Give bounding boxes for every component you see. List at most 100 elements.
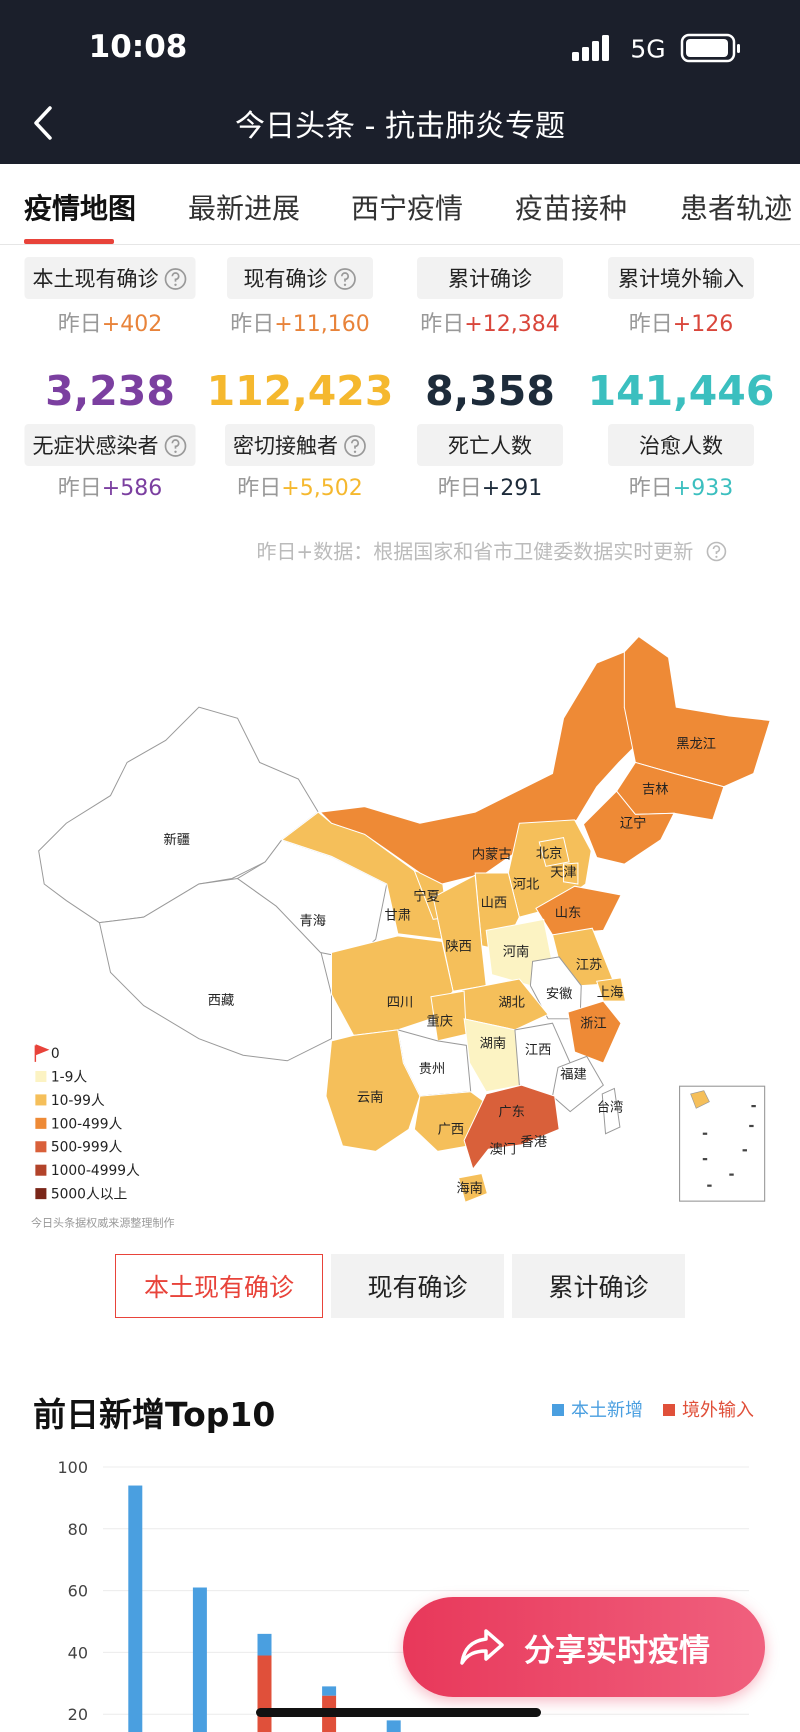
province-label: 西藏 xyxy=(208,992,235,1008)
stat-label: 密切接触者 xyxy=(233,434,338,458)
delta-prefix: 昨日 xyxy=(437,476,482,501)
province-label: 安徽 xyxy=(546,986,573,1002)
province xyxy=(582,790,675,865)
province-label: 云南 xyxy=(357,1090,384,1106)
map-button[interactable]: 本土现有确诊 xyxy=(115,1254,323,1318)
share-icon xyxy=(460,1629,504,1665)
province-label: 台湾 xyxy=(597,1099,624,1116)
legend-label: 100-499人 xyxy=(51,1116,123,1132)
stat-label: 累计确诊 xyxy=(448,267,532,291)
stat-value: 141,446 xyxy=(587,367,775,415)
legend-flag xyxy=(34,1044,50,1062)
delta-value: +291 xyxy=(481,476,543,501)
province-label: 江西 xyxy=(525,1042,552,1058)
header-bar xyxy=(0,0,800,164)
y-tick-label: 40 xyxy=(68,1643,88,1662)
stat-label-box: 累计境外输入 xyxy=(608,257,754,299)
stat-value: 8,358 xyxy=(425,367,555,415)
tab[interactable]: 西宁疫情 xyxy=(351,192,464,225)
province-label: 四川 xyxy=(387,996,414,1011)
info-icon[interactable] xyxy=(164,267,188,291)
delta-prefix: 昨日 xyxy=(420,312,465,337)
home-indicator xyxy=(256,1708,541,1717)
map-button[interactable]: 累计确诊 xyxy=(512,1254,685,1318)
status-time: 10:08 xyxy=(88,29,188,65)
stat-label-box: 无症状感染者 xyxy=(24,424,196,466)
y-tick-label: 100 xyxy=(57,1458,88,1477)
province xyxy=(463,1084,560,1171)
province-label: 广西 xyxy=(438,1122,465,1138)
province-label: 湖南 xyxy=(480,1036,507,1052)
stat-delta: 昨日+402 xyxy=(58,306,162,338)
legend-label: 500-999人 xyxy=(51,1140,123,1156)
info-icon[interactable] xyxy=(164,434,188,458)
province-label: 山东 xyxy=(555,905,582,921)
y-tick-label: 80 xyxy=(68,1520,88,1539)
legend-label: 5000人以上 xyxy=(51,1187,128,1203)
legend-swatch xyxy=(35,1070,47,1083)
back-button[interactable] xyxy=(30,104,60,142)
stat-label: 累计境外输入 xyxy=(618,267,744,291)
battery-icon xyxy=(680,33,740,63)
province-label: 内蒙古 xyxy=(472,847,512,863)
province-label: 陕西 xyxy=(445,938,472,954)
province xyxy=(596,977,627,1002)
map-source: 今日头条据权威来源整理制作 xyxy=(31,1216,175,1230)
province-label: 浙江 xyxy=(580,1016,607,1032)
province xyxy=(463,1018,523,1093)
inset-islands xyxy=(702,1105,756,1187)
stat-delta: 昨日+12,384 xyxy=(420,306,559,338)
stat-delta: 昨日+5,502 xyxy=(237,470,362,502)
stat-value: 112,423 xyxy=(206,367,394,415)
delta-value: +5,502 xyxy=(281,476,363,501)
stat-delta: 昨日+126 xyxy=(629,306,733,338)
delta-value: +12,384 xyxy=(464,312,560,337)
stat-label-box: 累计确诊 xyxy=(417,257,563,299)
stat-delta: 昨日+586 xyxy=(58,470,162,502)
info-icon[interactable] xyxy=(333,267,357,291)
stat-label: 无症状感染者 xyxy=(32,434,159,458)
province-label: 重庆 xyxy=(427,1013,454,1029)
share-button[interactable]: 分享实时疫情 xyxy=(403,1597,765,1697)
stat-label-box: 现有确诊 xyxy=(227,257,373,299)
province-label: 甘肃 xyxy=(385,907,412,923)
y-tick-label: 20 xyxy=(68,1705,88,1724)
province xyxy=(457,1172,488,1203)
share-label: 分享实时疫情 xyxy=(524,1632,710,1669)
info-icon[interactable] xyxy=(343,434,367,458)
province-label: 贵州 xyxy=(419,1061,446,1077)
legend-label: 1-9人 xyxy=(51,1069,88,1085)
tab[interactable]: 患者轨迹 xyxy=(680,192,793,225)
legend-swatch xyxy=(35,1164,47,1176)
legend-swatch xyxy=(35,1094,47,1106)
delta-value: +126 xyxy=(672,312,734,337)
legend-label: 0 xyxy=(51,1046,60,1062)
delta-value: +586 xyxy=(101,476,163,501)
legend-label: 1000-4999人 xyxy=(51,1163,140,1179)
province-label: 海南 xyxy=(456,1180,483,1196)
tab[interactable]: 疫苗接种 xyxy=(515,192,628,225)
bar xyxy=(257,1655,272,1732)
delta-value: +11,160 xyxy=(274,312,370,337)
note-text: 昨日+数据：根据国家和省市卫健委数据实时更新 xyxy=(256,539,694,564)
map-button[interactable]: 现有确诊 xyxy=(331,1254,504,1318)
legend-label: 10-99人 xyxy=(51,1093,105,1109)
stat-delta: 昨日+291 xyxy=(438,470,542,502)
bar xyxy=(386,1720,401,1732)
tab-divider xyxy=(0,244,800,245)
legend-swatch xyxy=(663,1404,675,1416)
tab[interactable]: 疫情地图 xyxy=(24,192,137,225)
province-label: 上海 xyxy=(597,985,624,1001)
stat-delta: 昨日+933 xyxy=(629,470,733,502)
tab[interactable]: 最新进展 xyxy=(188,192,301,225)
bar xyxy=(322,1686,337,1696)
province xyxy=(551,1055,604,1113)
chart-title: 前日新增Top10 xyxy=(33,1395,276,1434)
province xyxy=(535,885,622,936)
province-label: 澳门 xyxy=(490,1142,517,1158)
stat-label-box: 密切接触者 xyxy=(225,424,375,466)
province xyxy=(567,1000,622,1064)
bar xyxy=(128,1485,143,1732)
stat-label: 死亡人数 xyxy=(448,434,532,458)
